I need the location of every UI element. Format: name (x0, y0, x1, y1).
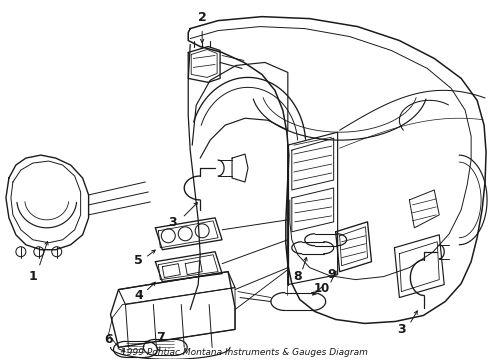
Text: 6: 6 (104, 333, 113, 346)
Text: 4: 4 (134, 289, 142, 302)
Text: 3: 3 (396, 323, 405, 336)
Text: 2: 2 (197, 10, 206, 24)
Text: 1999 Pontiac Montana Instruments & Gauges Diagram: 1999 Pontiac Montana Instruments & Gauge… (121, 348, 367, 357)
Text: 3: 3 (167, 216, 176, 229)
Text: 10: 10 (313, 282, 329, 294)
Text: 9: 9 (326, 267, 335, 281)
Text: 8: 8 (293, 270, 302, 283)
Text: 1: 1 (28, 270, 37, 283)
Text: 5: 5 (134, 254, 142, 267)
Text: 7: 7 (156, 331, 164, 345)
